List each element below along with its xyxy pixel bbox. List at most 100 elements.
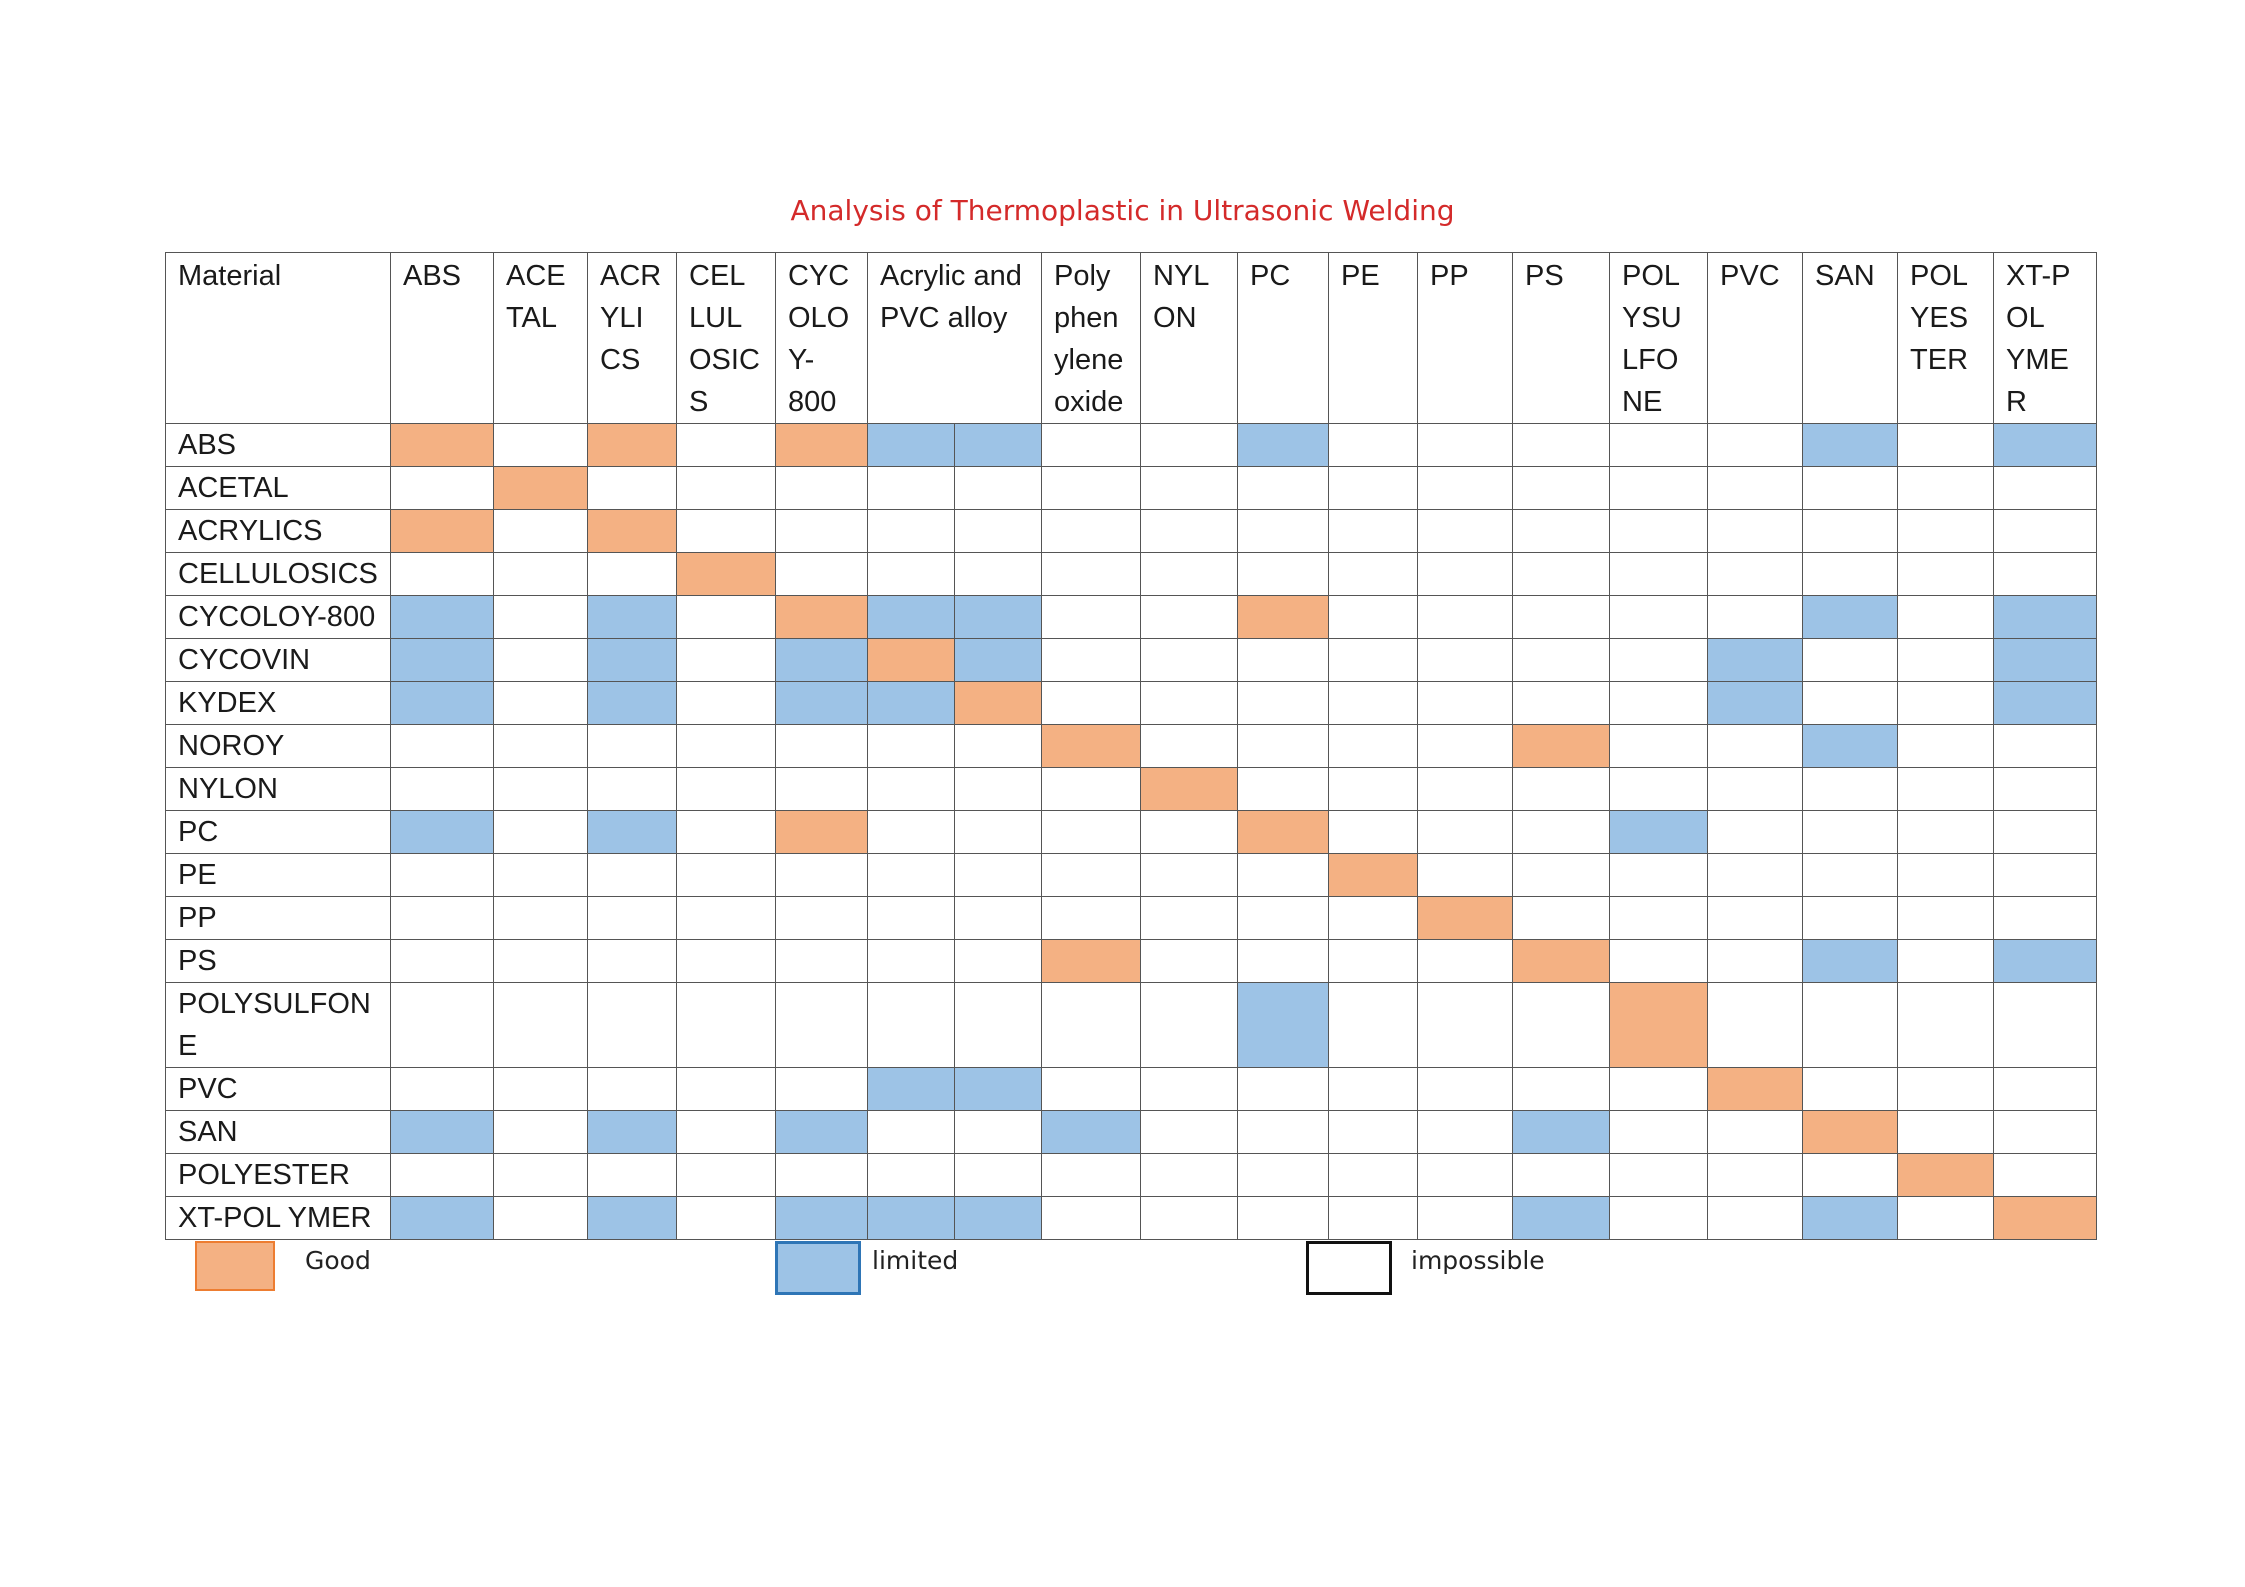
compatibility-table: Material ABS ACE TAL ACR YLI CS CEL LUL OSIC S CYC O… [165,252,2097,1240]
compat-cell-impossible [1707,767,1804,811]
row-header: PVC [165,1067,391,1111]
compat-cell-impossible [1328,638,1419,682]
label-line: SAN [178,1116,238,1148]
compat-cell-impossible [775,552,868,596]
legend: Good limited impossible [0,1238,2245,1298]
compat-cell-limited [390,1110,494,1154]
table-row: POLYESTER [165,1153,2097,1197]
table-row: NOROY [165,724,2097,768]
table-row: ACETAL [165,466,2097,510]
compat-cell-impossible [775,767,868,811]
label-line: PP [1430,260,1469,292]
label-line: PE [178,859,217,891]
column-header: ACR YLI CS [587,252,677,424]
compat-cell-impossible [953,1110,1043,1154]
compat-cell-impossible [867,853,955,897]
compat-cell-impossible [1802,896,1899,940]
compat-cell-impossible [587,1153,677,1197]
compat-cell-impossible [587,552,677,596]
compat-cell-impossible [1328,423,1419,467]
compat-cell-impossible [1237,896,1330,940]
compat-cell-impossible [1609,466,1709,510]
compat-cell-limited [953,638,1043,682]
compat-cell-impossible [1041,1067,1142,1111]
label-line: Poly [1054,260,1111,292]
compat-cell-impossible [1993,1067,2097,1111]
label-line: PC [1250,260,1291,292]
table-row: NYLON [165,767,2097,811]
compat-cell-limited [867,423,955,467]
compat-cell-impossible [1417,509,1514,553]
compat-cell-impossible [1417,1196,1514,1240]
compat-cell-impossible [1609,767,1709,811]
compat-cell-impossible [1417,724,1514,768]
label-line: ylene [1054,344,1124,376]
compat-cell-impossible [1140,1196,1239,1240]
compat-cell-impossible [676,466,776,510]
label-line: YLI [600,302,644,334]
column-header: PE [1328,252,1419,424]
compat-cell-impossible [1328,896,1419,940]
compat-cell-impossible [493,982,588,1068]
compat-cell-impossible [493,1196,588,1240]
compat-cell-impossible [493,595,588,639]
label-line: CYC [788,260,850,292]
column-header: PC [1237,252,1330,424]
label-line: ACETAL [178,472,289,504]
compat-cell-impossible [1140,1110,1239,1154]
compat-cell-impossible [1512,638,1611,682]
compat-cell-impossible [953,552,1043,596]
compat-cell-impossible [867,939,955,983]
compat-cell-impossible [1041,466,1142,510]
label-line: NYL [1153,260,1210,292]
compat-cell-impossible [1237,509,1330,553]
compat-cell-good [587,423,677,467]
column-header: PS [1512,252,1611,424]
legend-swatch-impossible [1306,1241,1392,1295]
compat-cell-impossible [390,1067,494,1111]
compat-cell-good [1897,1153,1995,1197]
compat-cell-impossible [1417,810,1514,854]
compat-cell-impossible [390,466,494,510]
compat-cell-good [1512,939,1611,983]
compat-cell-impossible [1707,552,1804,596]
compat-cell-impossible [1417,1153,1514,1197]
compat-cell-impossible [1707,1153,1804,1197]
row-header: PP [165,896,391,940]
label-line: ON [1153,302,1197,334]
compat-cell-impossible [1897,853,1995,897]
compat-cell-impossible [1417,595,1514,639]
label-line: Y-800 [788,344,837,418]
compat-cell-impossible [1237,552,1330,596]
label-line: KYDEX [178,687,277,719]
compat-cell-impossible [390,552,494,596]
compat-cell-impossible [1237,1153,1330,1197]
compat-cell-good [1993,1196,2097,1240]
compat-cell-impossible [1328,1067,1419,1111]
compat-cell-good [1328,853,1419,897]
compat-cell-impossible [390,767,494,811]
compat-cell-limited [1707,681,1804,725]
table-row: SAN [165,1110,2097,1154]
compat-cell-limited [867,1067,955,1111]
compat-cell-limited [1512,1110,1611,1154]
table-row: CYCOLOY-800 [165,595,2097,639]
compat-cell-impossible [390,982,494,1068]
label-line: PE [1341,260,1380,292]
compat-cell-impossible [1897,1067,1995,1111]
compat-cell-impossible [493,767,588,811]
compat-cell-limited [390,810,494,854]
table-row: PE [165,853,2097,897]
compat-cell-impossible [1609,1153,1709,1197]
table-row: CYCOVIN [165,638,2097,682]
compat-cell-impossible [676,724,776,768]
compat-cell-limited [775,1196,868,1240]
compat-cell-impossible [1041,810,1142,854]
compat-cell-impossible [1417,1110,1514,1154]
compat-cell-impossible [587,1067,677,1111]
compat-cell-impossible [953,853,1043,897]
compat-cell-impossible [1802,1067,1899,1111]
compat-cell-impossible [1237,638,1330,682]
compat-cell-limited [953,1196,1043,1240]
compat-cell-impossible [1140,810,1239,854]
